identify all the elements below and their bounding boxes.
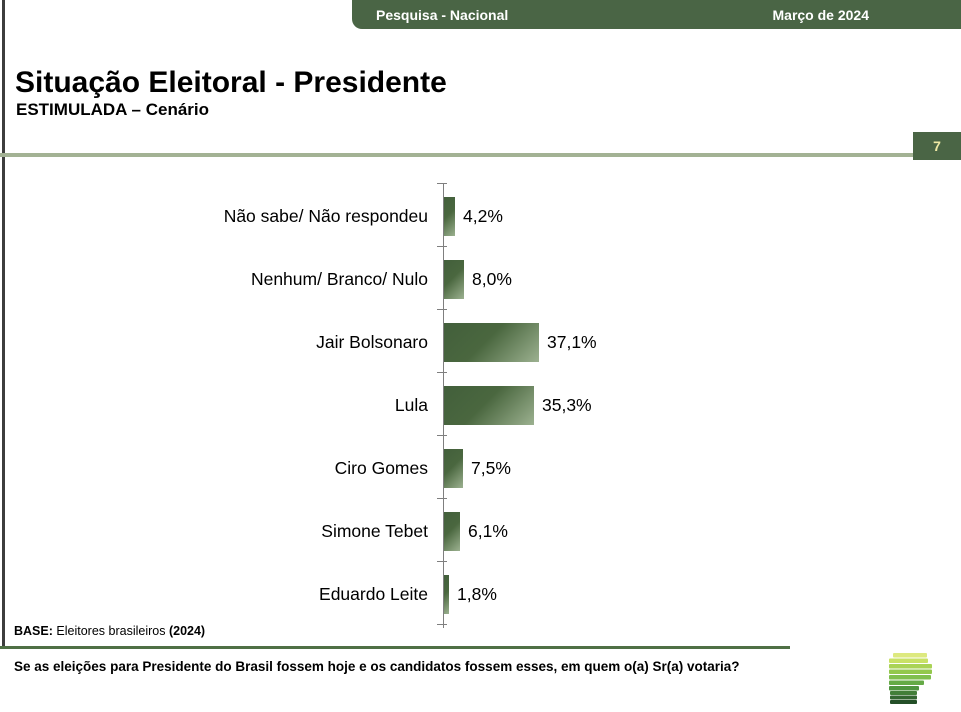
- chart-row: Jair Bolsonaro 37,1%: [0, 311, 961, 374]
- chart-row: Eduardo Leite 1,8%: [0, 563, 961, 626]
- logo-bar: [890, 695, 917, 700]
- axis-tick: [437, 246, 447, 247]
- bar: [444, 449, 463, 488]
- page-number-badge: 7: [913, 132, 961, 160]
- chart-row: Não sabe/ Não respondeu 4,2%: [0, 185, 961, 248]
- chart-row: Ciro Gomes 7,5%: [0, 437, 961, 500]
- page-title: Situação Eleitoral - Presidente: [15, 66, 447, 99]
- category-label: Jair Bolsonaro: [316, 332, 428, 352]
- axis-tick: [437, 561, 447, 562]
- top-divider-line: [0, 153, 916, 157]
- bar-chart: Não sabe/ Não respondeu 4,2% Nenhum/ Branc…: [0, 183, 961, 628]
- category-axis-line: [443, 183, 444, 628]
- axis-tick: [437, 372, 447, 373]
- logo-bar: [889, 686, 919, 691]
- bar: [444, 386, 534, 425]
- logo-bar: [893, 653, 927, 658]
- survey-question: Se as eleições para Presidente do Brasil…: [14, 659, 740, 674]
- logo-bar: [889, 680, 924, 685]
- value-label: 37,1%: [547, 332, 597, 352]
- value-label: 8,0%: [472, 269, 512, 289]
- page-subtitle: ESTIMULADA – Cenário: [16, 100, 210, 119]
- logo-bar: [890, 700, 917, 704]
- bar: [444, 323, 539, 362]
- axis-tick: [437, 435, 447, 436]
- base-text: Eleitores brasileiros: [56, 624, 166, 638]
- logo-bar: [889, 675, 931, 680]
- header-survey-label: Pesquisa - Nacional: [376, 6, 509, 23]
- chart-row: Lula 35,3%: [0, 374, 961, 437]
- category-label: Nenhum/ Branco/ Nulo: [250, 269, 428, 289]
- value-label: 1,8%: [457, 584, 497, 604]
- chart-row: Nenhum/ Branco/ Nulo 8,0%: [0, 248, 961, 311]
- category-label: Simone Tebet: [321, 521, 428, 541]
- bar: [444, 197, 455, 236]
- bottom-divider-line: [0, 646, 790, 649]
- bar: [444, 575, 449, 614]
- chart-rows: Não sabe/ Não respondeu 4,2% Nenhum/ Branc…: [0, 185, 961, 626]
- axis-tick: [437, 498, 447, 499]
- axis-tick: [437, 183, 447, 184]
- category-label: Ciro Gomes: [334, 458, 428, 478]
- chart-row: Simone Tebet 6,1%: [0, 500, 961, 563]
- logo-bar: [890, 691, 917, 695]
- header-date-label: Março de 2024: [772, 6, 870, 23]
- page-number: 7: [933, 138, 941, 154]
- base-note: BASE: Eleitores brasileiros (2024): [14, 624, 205, 638]
- category-label: Não sabe/ Não respondeu: [223, 206, 428, 226]
- value-label: 35,3%: [542, 395, 592, 415]
- category-label: Eduardo Leite: [319, 584, 428, 604]
- base-label: BASE:: [14, 624, 53, 638]
- axis-tick: [437, 309, 447, 310]
- axis-tick: [437, 624, 447, 625]
- bar: [444, 260, 464, 299]
- header-bar: Pesquisa - Nacional Março de 2024: [352, 0, 961, 29]
- value-label: 6,1%: [468, 521, 508, 541]
- category-label: Lula: [394, 395, 428, 415]
- bar: [444, 512, 460, 551]
- company-logo: [889, 653, 932, 704]
- logo-bar: [889, 669, 932, 674]
- left-border-line: [2, 0, 5, 648]
- logo-bar: [889, 664, 932, 669]
- value-label: 7,5%: [471, 458, 511, 478]
- base-year: (2024): [168, 624, 206, 638]
- value-label: 4,2%: [463, 206, 503, 226]
- logo-bar: [889, 658, 928, 663]
